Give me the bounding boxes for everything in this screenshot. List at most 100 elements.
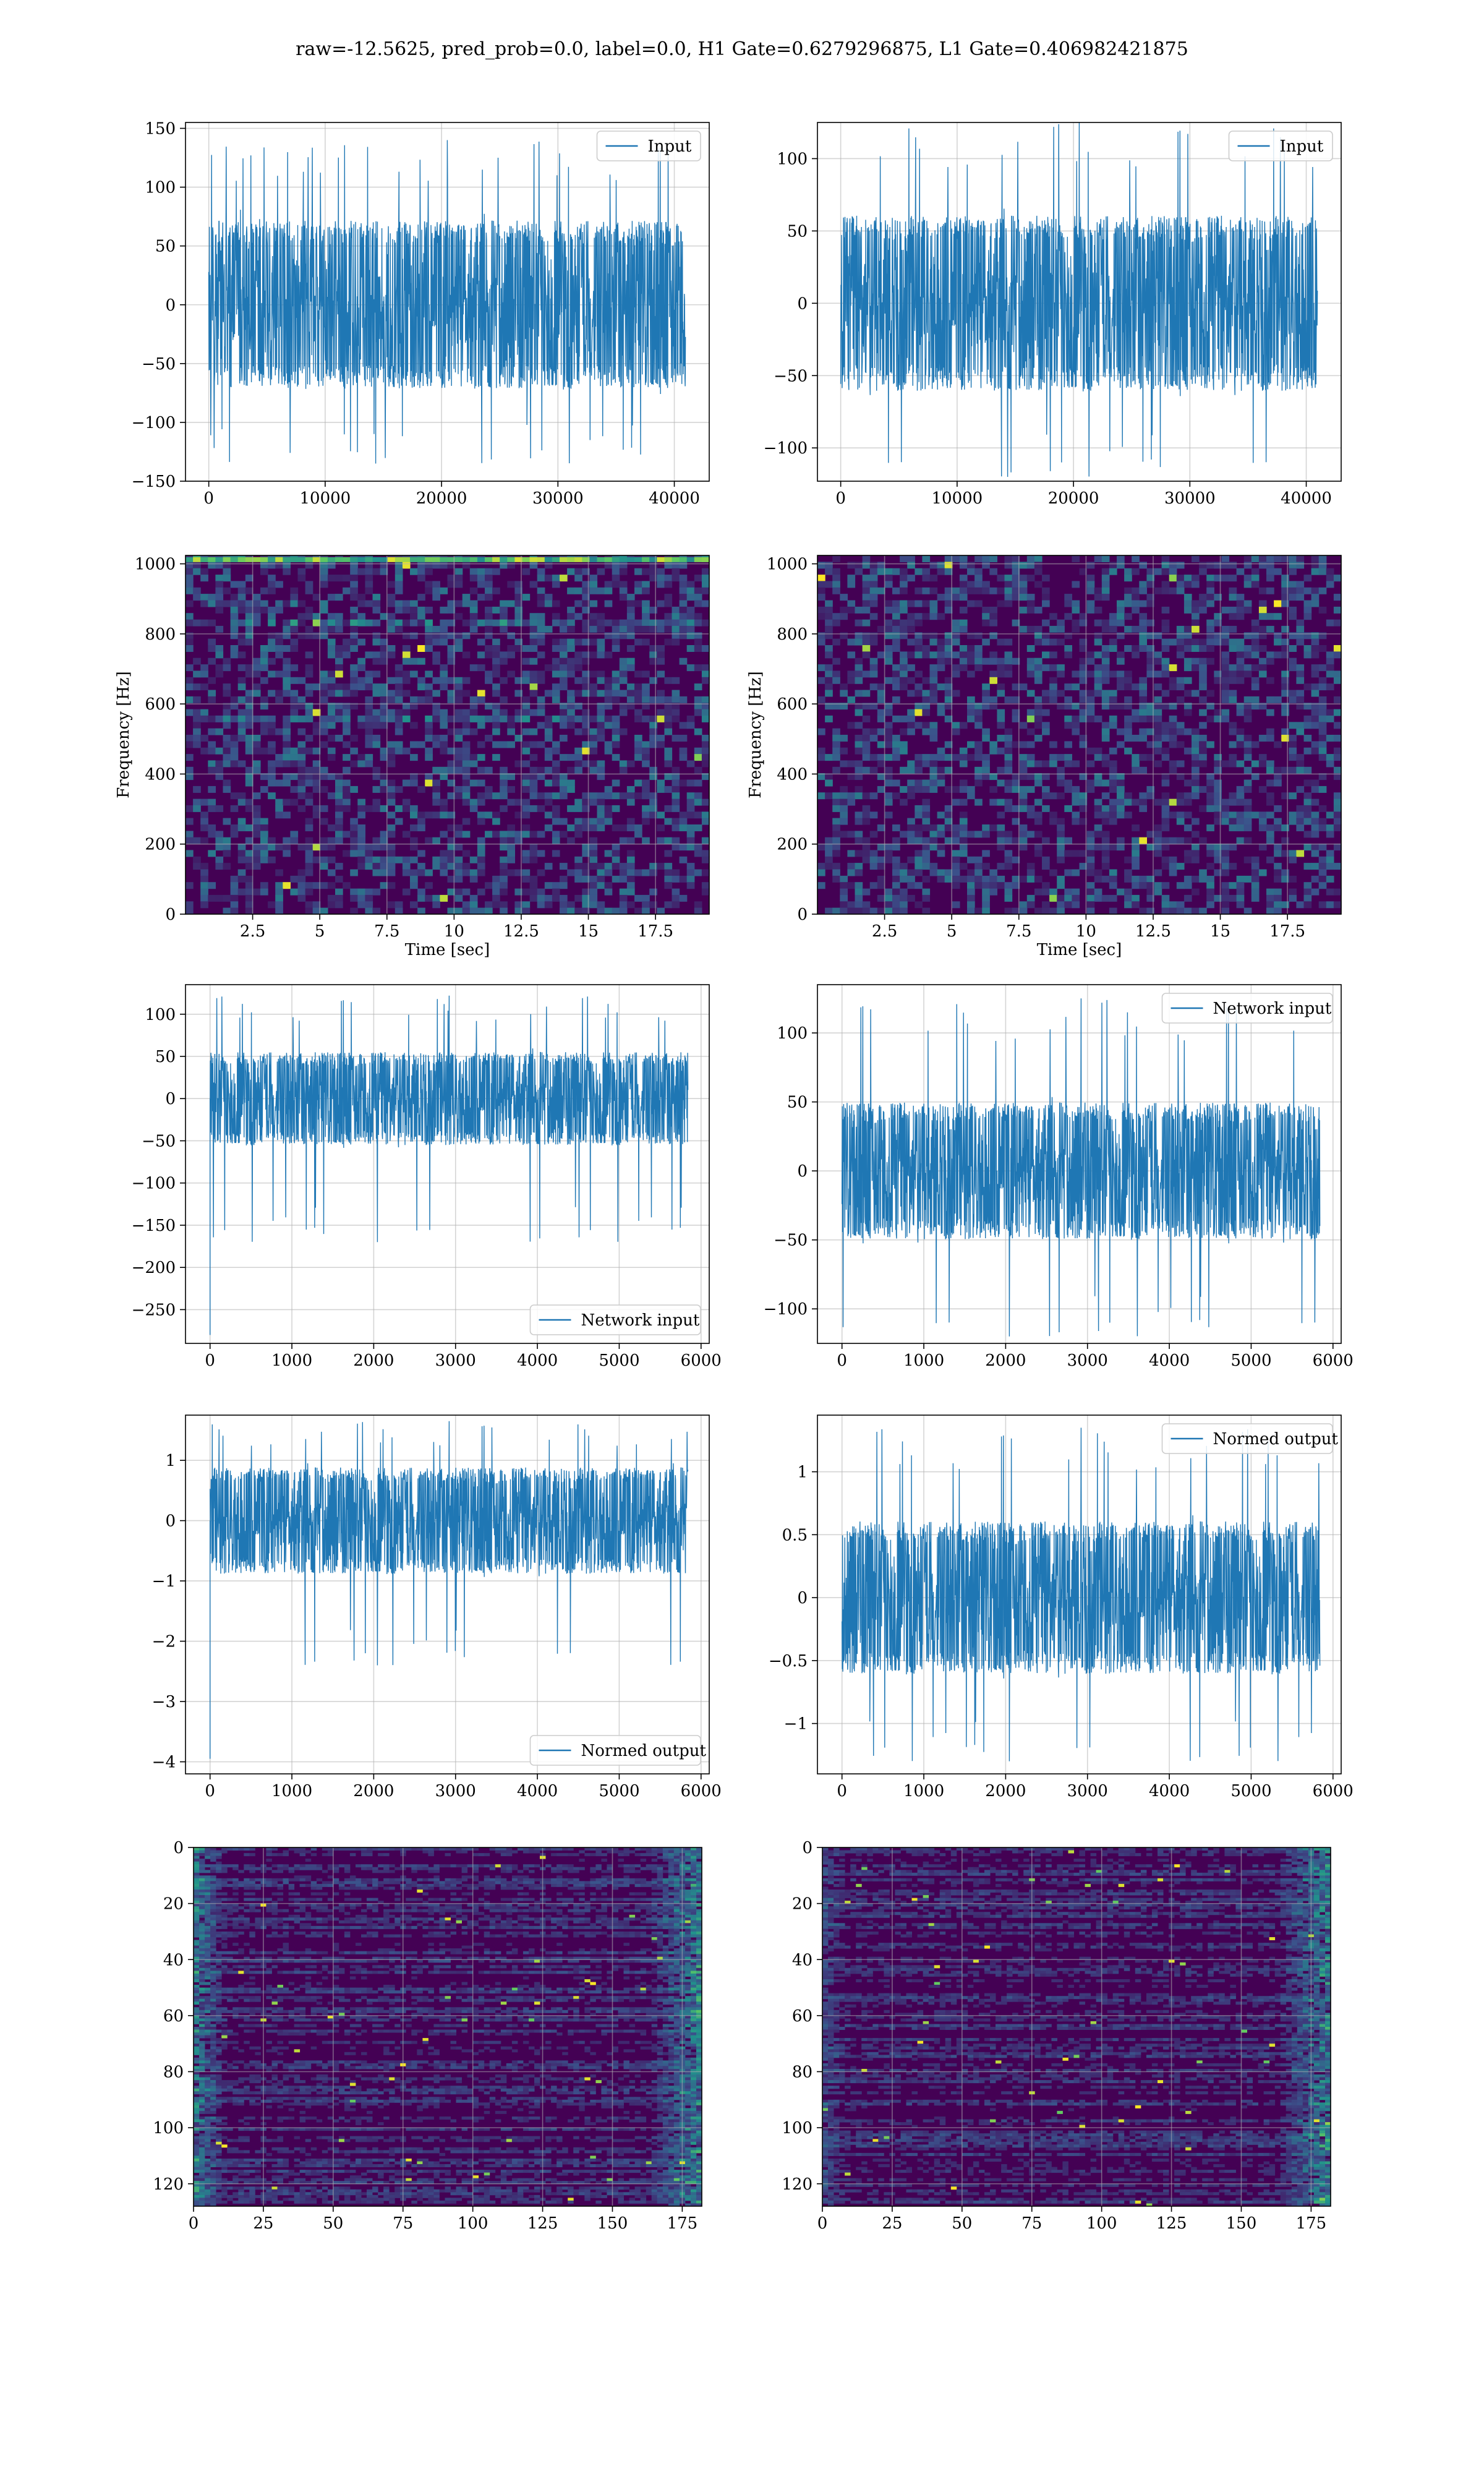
- heatmap-cell: [1019, 837, 1028, 844]
- heatmap-cell: [425, 715, 433, 722]
- heatmap-cell: [825, 645, 833, 652]
- heatmap-cell: [1042, 619, 1050, 627]
- heatmap-cell: [847, 760, 856, 768]
- heatmap-cell: [604, 683, 613, 691]
- x-tick-label: 2.5: [240, 922, 265, 941]
- heatmap-cell: [877, 690, 885, 697]
- y-tick-label: 0: [797, 1162, 808, 1181]
- heatmap-cell: [1094, 651, 1102, 659]
- heatmap-cell: [1139, 645, 1147, 652]
- heatmap-cell: [477, 581, 485, 588]
- heatmap-cell: [1057, 664, 1065, 672]
- heatmap-cell: [394, 818, 403, 825]
- heatmap-cell: [322, 1847, 328, 1851]
- heatmap-cell: [454, 683, 463, 691]
- heatmap-cell: [1199, 657, 1207, 665]
- heatmap-cell: [1183, 657, 1192, 665]
- heatmap-cell: [350, 824, 358, 831]
- heatmap-cell: [1206, 575, 1214, 582]
- heatmap-cell: [1326, 850, 1334, 857]
- heatmap-cell: [439, 1847, 445, 1851]
- heatmap-cell: [967, 696, 975, 703]
- heatmap-cell: [1086, 785, 1095, 793]
- heatmap-cell: [472, 1867, 479, 1870]
- heatmap-cell: [537, 741, 545, 748]
- heatmap-cell: [522, 568, 531, 575]
- heatmap-cell: [1161, 901, 1170, 909]
- heatmap-cell: [230, 632, 239, 640]
- heatmap-cell: [672, 818, 680, 825]
- heatmap-cell: [1124, 703, 1132, 710]
- heatmap-cell: [343, 805, 351, 812]
- heatmap-cell: [372, 735, 381, 742]
- heatmap-cell: [387, 600, 396, 607]
- heatmap-cell: [672, 677, 680, 684]
- heatmap-cell: [1176, 575, 1185, 582]
- heatmap-cell: [1169, 735, 1177, 742]
- heatmap-cell: [989, 677, 997, 684]
- heatmap-cell: [1034, 773, 1043, 781]
- heatmap-cell: [974, 555, 983, 562]
- heatmap-cell: [357, 844, 365, 851]
- heatmap-cell: [469, 894, 478, 902]
- heatmap-cell: [679, 657, 688, 665]
- heatmap-cell: [619, 581, 628, 588]
- heatmap-cell: [1154, 587, 1162, 594]
- heatmap-cell: [1132, 760, 1140, 768]
- heatmap-cell: [1124, 901, 1132, 909]
- heatmap-cell: [447, 766, 456, 774]
- heatmap-cell: [275, 779, 283, 787]
- heatmap-cell: [1026, 754, 1035, 761]
- heatmap-cell: [469, 715, 478, 722]
- heatmap-cell: [869, 670, 878, 678]
- heatmap-cell: [327, 882, 336, 889]
- heatmap-cell: [1289, 606, 1297, 614]
- heatmap-cell: [673, 1870, 680, 1873]
- heatmap-cell: [1206, 882, 1214, 889]
- heatmap-cell: [701, 754, 710, 761]
- heatmap-cell: [1229, 818, 1237, 825]
- heatmap-cell: [194, 1847, 200, 1851]
- heatmap-cell: [952, 632, 960, 640]
- heatmap-cell: [967, 785, 975, 793]
- heatmap-cell: [1079, 619, 1088, 627]
- heatmap-cell: [1012, 696, 1020, 703]
- heatmap-cell: [673, 1850, 680, 1854]
- heatmap-cell: [447, 600, 456, 607]
- heatmap-cell: [915, 779, 923, 787]
- heatmap-cell: [952, 850, 960, 857]
- heatmap-cell: [922, 811, 931, 819]
- heatmap-cell: [1139, 696, 1147, 703]
- heatmap-cell: [1072, 760, 1080, 768]
- heatmap-cell: [522, 869, 531, 876]
- heatmap-cell: [900, 657, 908, 665]
- heatmap-cell: [915, 754, 923, 761]
- heatmap-cell: [507, 869, 515, 876]
- heatmap-cell: [1117, 785, 1125, 793]
- heatmap-cell: [922, 613, 931, 620]
- heatmap-cell: [522, 824, 531, 831]
- heatmap-cell: [694, 792, 702, 800]
- heatmap-cell: [582, 587, 590, 594]
- heatmap-cell: [343, 882, 351, 889]
- heatmap-cell: [929, 754, 938, 761]
- heatmap-line-cell: [394, 557, 403, 562]
- heatmap-cell: [333, 1870, 339, 1873]
- heatmap-cell: [862, 638, 871, 646]
- heatmap-cell: [696, 1875, 702, 1879]
- heatmap-cell: [492, 728, 500, 735]
- heatmap-cell: [305, 901, 313, 909]
- heatmap-cell: [365, 683, 373, 691]
- heatmap-cell: [937, 844, 945, 851]
- heatmap-cell: [237, 677, 246, 684]
- heatmap-cell: [1109, 638, 1117, 646]
- heatmap-cell: [462, 907, 471, 915]
- heatmap-cell: [701, 735, 710, 742]
- heatmap-cell: [1042, 587, 1050, 594]
- heatmap-cell: [982, 766, 990, 774]
- heatmap-line-cell: [574, 557, 582, 562]
- heatmap-cell: [356, 1864, 362, 1868]
- x-tick-label: 5: [947, 922, 957, 941]
- heatmap-cell: [690, 1870, 697, 1873]
- heatmap-cell: [982, 894, 990, 902]
